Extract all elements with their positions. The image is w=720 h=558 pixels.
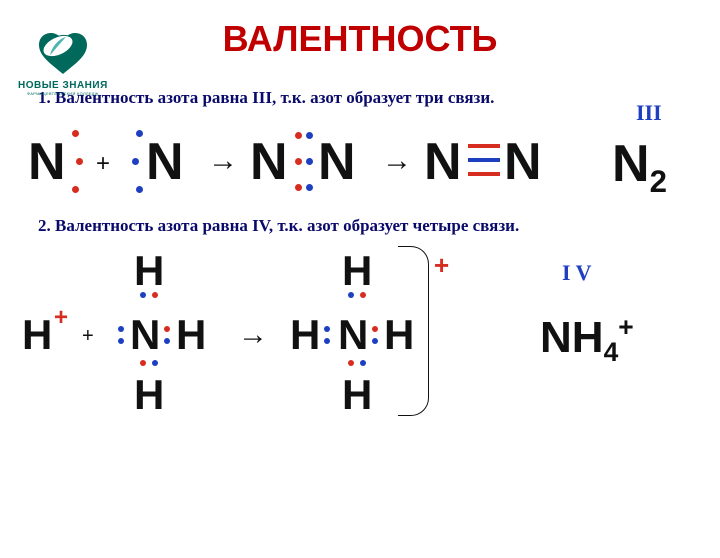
rule-2-text: 2. Валентность азота равна IV, т.к. азот… [38, 216, 700, 236]
electron-dot [72, 186, 79, 193]
electron-dot [152, 360, 158, 366]
electron-dot [72, 130, 79, 137]
bond-line [468, 158, 500, 162]
bond-line [468, 144, 500, 148]
electron-dot [324, 338, 330, 344]
brand-logo: НОВЫЕ ЗНАНИЯ ФАРМАЦЕВТИЧЕСКИЙ КОЛЛЕДЖ [18, 30, 108, 96]
rule-1-text: 1. Валентность азота равна III, т.к. азо… [38, 88, 700, 108]
electron-dot [136, 186, 143, 193]
electron-dot [348, 360, 354, 366]
atom-h: H [134, 250, 164, 292]
atom-n: N [146, 136, 184, 188]
bond-line [468, 172, 500, 176]
electron-dot [348, 292, 354, 298]
atom-n: N [338, 314, 368, 356]
atom-h: H [134, 374, 164, 416]
bracket-icon [398, 246, 429, 416]
electron-dot [306, 158, 313, 165]
formula-nh4: NH4+ [540, 314, 634, 365]
electron-dot [136, 130, 143, 137]
formula-base: N [612, 135, 650, 193]
arrow-op: → [382, 146, 412, 176]
charge-plus: + [434, 252, 449, 278]
electron-dot [118, 338, 124, 344]
atom-n: N [318, 136, 356, 188]
atom-h: H [342, 374, 372, 416]
brand-name: НОВЫЕ ЗНАНИЯ [18, 80, 108, 91]
electron-dot [372, 326, 378, 332]
atom-n: N [130, 314, 160, 356]
electron-dot [295, 132, 302, 139]
atom-n: N [250, 136, 288, 188]
electron-dot [118, 326, 124, 332]
valence-roman: I V [562, 260, 592, 286]
valence-roman: III [636, 100, 662, 126]
formula-sub: 4 [604, 337, 619, 367]
charge-plus: + [54, 306, 68, 330]
plus-op: + [82, 326, 94, 346]
atom-n: N [424, 136, 462, 188]
formula-base: NH [540, 313, 604, 362]
electron-dot [360, 292, 366, 298]
electron-dot [132, 158, 139, 165]
electron-dot [164, 338, 170, 344]
atom-h: H [290, 314, 320, 356]
formula-n2: N2 [612, 138, 667, 197]
arrow-op: → [208, 146, 238, 176]
equation-2: H + + H N H H → H H N H H + I V NH4+ [0, 236, 720, 436]
formula-sup: + [618, 312, 633, 342]
electron-dot [306, 184, 313, 191]
brand-subtitle: ФАРМАЦЕВТИЧЕСКИЙ КОЛЛЕДЖ [27, 91, 99, 96]
arrow-op: → [238, 320, 268, 350]
atom-h: H [176, 314, 206, 356]
page-title: ВАЛЕНТНОСТЬ [0, 18, 720, 60]
electron-dot [324, 326, 330, 332]
formula-sub: 2 [650, 164, 667, 199]
electron-dot [295, 184, 302, 191]
atom-n: N [28, 136, 66, 188]
atom-n: N [504, 136, 542, 188]
electron-dot [372, 338, 378, 344]
atom-h: H [22, 314, 52, 356]
electron-dot [295, 158, 302, 165]
heart-pill-icon [33, 30, 93, 78]
electron-dot [140, 360, 146, 366]
electron-dot [140, 292, 146, 298]
plus-op: + [96, 152, 110, 176]
electron-dot [76, 158, 83, 165]
electron-dot [306, 132, 313, 139]
atom-h: H [342, 250, 372, 292]
electron-dot [164, 326, 170, 332]
equation-1: N + N → N N → N N III N2 [0, 116, 720, 206]
electron-dot [360, 360, 366, 366]
electron-dot [152, 292, 158, 298]
